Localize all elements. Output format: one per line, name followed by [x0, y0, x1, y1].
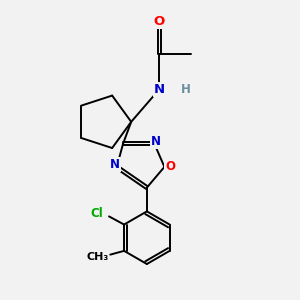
Text: Cl: Cl	[91, 207, 103, 220]
Text: O: O	[154, 15, 165, 28]
Text: CH₃: CH₃	[86, 252, 108, 262]
Text: H: H	[181, 83, 190, 96]
Text: N: N	[110, 158, 120, 171]
Text: N: N	[154, 83, 165, 96]
Text: O: O	[165, 160, 175, 173]
Text: N: N	[151, 135, 161, 148]
